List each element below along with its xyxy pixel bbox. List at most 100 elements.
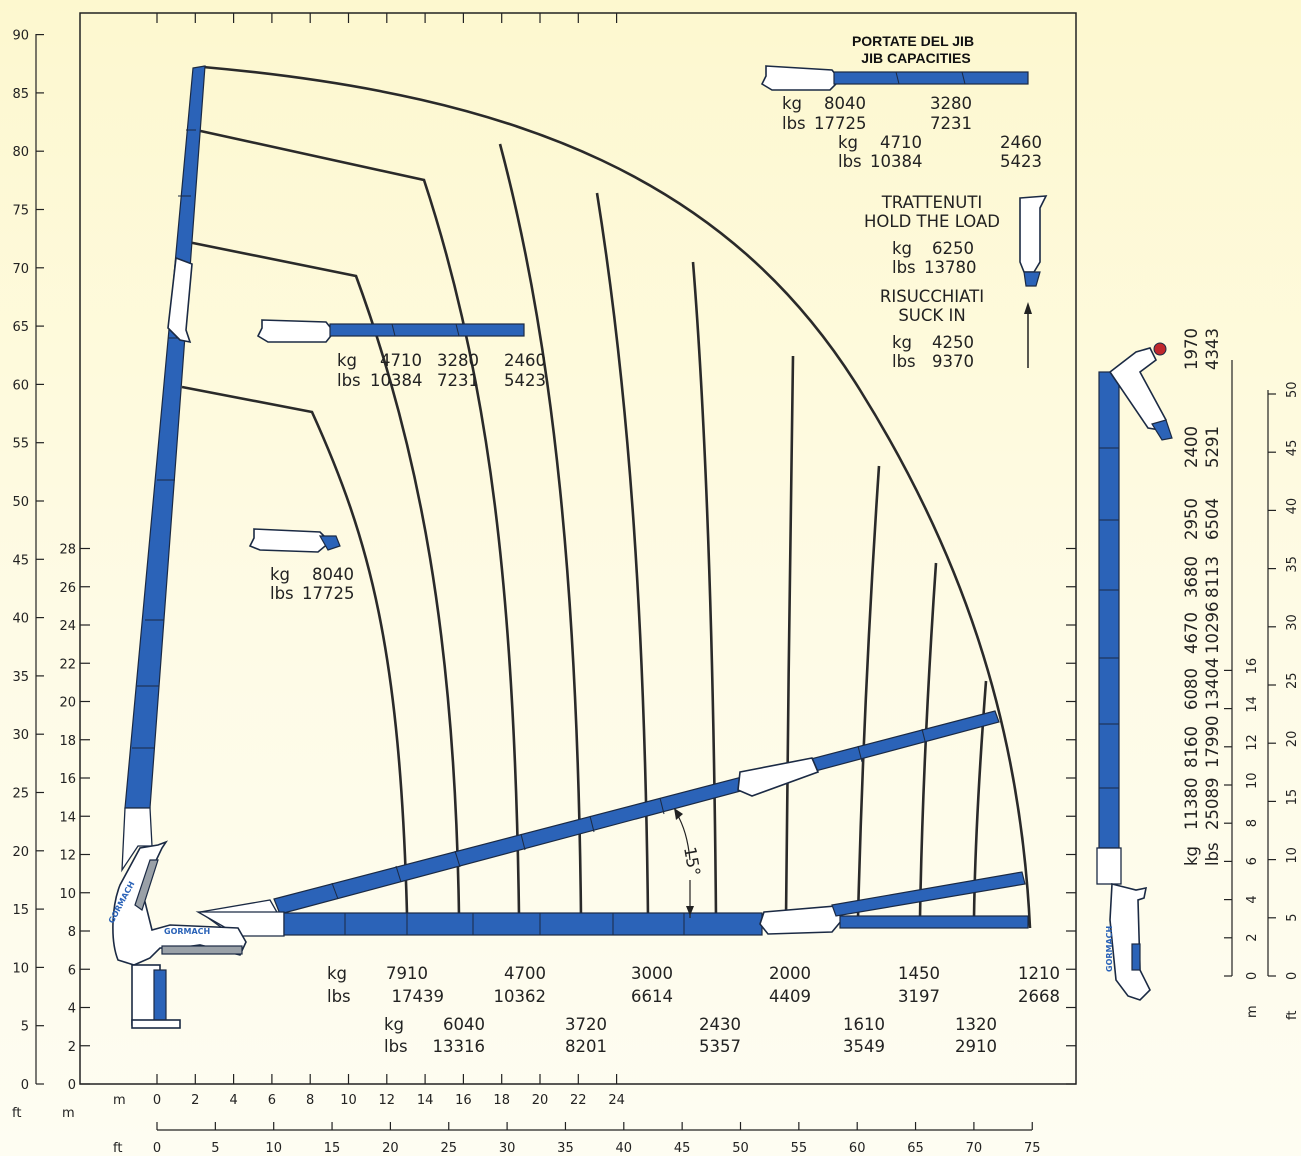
row1-kg-4: 1450: [898, 964, 940, 983]
vert-lbs-value: 5291: [1203, 426, 1222, 468]
row2-kg-0: 6040: [443, 1015, 485, 1034]
bottom-m-tick: 18: [493, 1093, 510, 1108]
row2-kg-1: 3720: [565, 1015, 607, 1034]
row2-kg-2: 2430: [699, 1015, 741, 1034]
hold-kg-label: kg: [892, 239, 912, 258]
left-ft-tick: 15: [12, 903, 29, 918]
row1-lbs-2: 6614: [631, 987, 673, 1006]
bottom-m-tick: 0: [153, 1093, 161, 1108]
row2-lbs-label: lbs: [384, 1037, 408, 1056]
jib-r2-kg2: 2460: [1000, 133, 1042, 152]
right-m-tick: 0: [1245, 972, 1260, 980]
right-ft-unit: ft: [1285, 1011, 1300, 1020]
right-ft-tick: 45: [1285, 440, 1300, 457]
jib-mid-lbs-0: 10384: [370, 371, 423, 390]
jib-short-kg: 8040: [312, 565, 354, 584]
vert-lbs-value: 10296: [1203, 602, 1222, 655]
left-ft-tick: 30: [12, 728, 29, 743]
left-m-tick: 18: [59, 734, 76, 749]
hold-lbs: 13780: [924, 258, 977, 277]
left-m-tick: 28: [59, 543, 76, 558]
bottom-ft-tick: 60: [849, 1141, 866, 1156]
jib-icon-top-boom: [833, 71, 1029, 85]
suck-lbs-label: lbs: [892, 352, 916, 371]
vert-lbs-value: 17990: [1203, 716, 1222, 769]
bottom-m-tick: 12: [379, 1093, 396, 1108]
vert-kg-value: 8160: [1182, 726, 1201, 768]
load-curves: [181, 65, 1032, 929]
row1-kg-2: 3000: [631, 964, 673, 983]
bottom-m-tick: 22: [570, 1093, 587, 1108]
jib-r2-lbs2: 5423: [1000, 152, 1042, 171]
angle-label: 15°: [680, 845, 704, 877]
jib-icon-mid: [256, 319, 525, 343]
jib-mid-lbs-1: 7231: [437, 371, 479, 390]
row1-lbs-1: 10362: [494, 987, 547, 1006]
bottom-m-tick: 2: [191, 1093, 199, 1108]
bottom-ft-tick: 10: [265, 1141, 282, 1156]
jib-r2-kg1: 4710: [880, 133, 922, 152]
row1-lbs-5: 2668: [1018, 987, 1060, 1006]
suck-kg: 4250: [932, 333, 974, 352]
vert-kg-value: 1970: [1182, 328, 1201, 370]
right-m-tick: 2: [1245, 934, 1260, 942]
bottom-m-tick: 8: [306, 1093, 314, 1108]
bottom-ft-tick: 15: [324, 1141, 341, 1156]
left-ft-tick: 5: [21, 1020, 29, 1035]
hold-kg: 6250: [932, 239, 974, 258]
bottom-m-tick: 20: [532, 1093, 549, 1108]
right-m-tick: 12: [1245, 734, 1260, 751]
right-ft-tick: 10: [1285, 847, 1300, 864]
jib-r1-lbs1: 17725: [814, 114, 867, 133]
jib-r1-kg2: 3280: [930, 94, 972, 113]
left-ft-tick: 75: [12, 204, 29, 219]
right-m-tick: 10: [1245, 772, 1260, 789]
left-m-tick: 24: [59, 619, 76, 634]
row2-kg-4: 1320: [955, 1015, 997, 1034]
right-ft-tick: 15: [1285, 789, 1300, 806]
bottom-m-tick: 6: [268, 1093, 276, 1108]
vert-lbs-value: 13404: [1203, 658, 1222, 711]
jib-icon-mid-boom: [329, 323, 525, 337]
bottom-ft-tick: 0: [153, 1141, 161, 1156]
right-ft-tick: 20: [1285, 731, 1300, 748]
brand-logo-horizontal: GORMACH: [164, 927, 210, 936]
jib-fold-head: [167, 256, 193, 344]
vertical-boom: [121, 65, 206, 873]
vert-kg-value: 2400: [1182, 426, 1201, 468]
row1-lbs-0: 17439: [392, 987, 445, 1006]
horizontal-boom: [195, 871, 1029, 937]
row1-kg-5: 1210: [1018, 964, 1060, 983]
jib-title-it: PORTATE DEL JIB: [852, 33, 974, 49]
right-jib-head: [1108, 347, 1167, 431]
left-m-tick: 4: [68, 1002, 76, 1017]
hold-load-it: TRATTENUTI: [881, 193, 983, 212]
right-ft-tick: 50: [1285, 381, 1300, 398]
vert-lbs-label: lbs: [1203, 842, 1222, 866]
left-m-tick: 14: [59, 810, 76, 825]
inclined-jib-head: [737, 757, 820, 797]
bottom-m-tick: 24: [608, 1093, 625, 1108]
left-ft-tick: 70: [12, 262, 29, 277]
vert-lbs-value: 6504: [1203, 498, 1222, 540]
vert-kg-value: 3680: [1182, 556, 1201, 598]
column-ram: [134, 859, 159, 911]
left-m-tick: 20: [59, 696, 76, 711]
row2-lbs-4: 2910: [955, 1037, 997, 1056]
right-m-axis: 0 2 4 6 8 10 12 14 16: [1224, 360, 1260, 980]
bottom-ft-tick: 40: [616, 1141, 633, 1156]
horizontal-jib-raised: [831, 871, 1026, 917]
right-m-tick: 16: [1245, 658, 1260, 675]
left-m-tick: 12: [59, 849, 76, 864]
hook-icon: [1153, 342, 1167, 356]
jib-short-lbs: 17725: [302, 584, 355, 603]
left-ft-tick: 45: [12, 553, 29, 568]
jib-mid-kg-2: 2460: [504, 351, 546, 370]
row2-lbs-3: 3549: [843, 1037, 885, 1056]
bottom-ft-tick: 75: [1024, 1141, 1041, 1156]
row1-lbs-4: 3197: [898, 987, 940, 1006]
row1-kg-1: 4700: [504, 964, 546, 983]
right-ft-tick: 35: [1285, 556, 1300, 573]
